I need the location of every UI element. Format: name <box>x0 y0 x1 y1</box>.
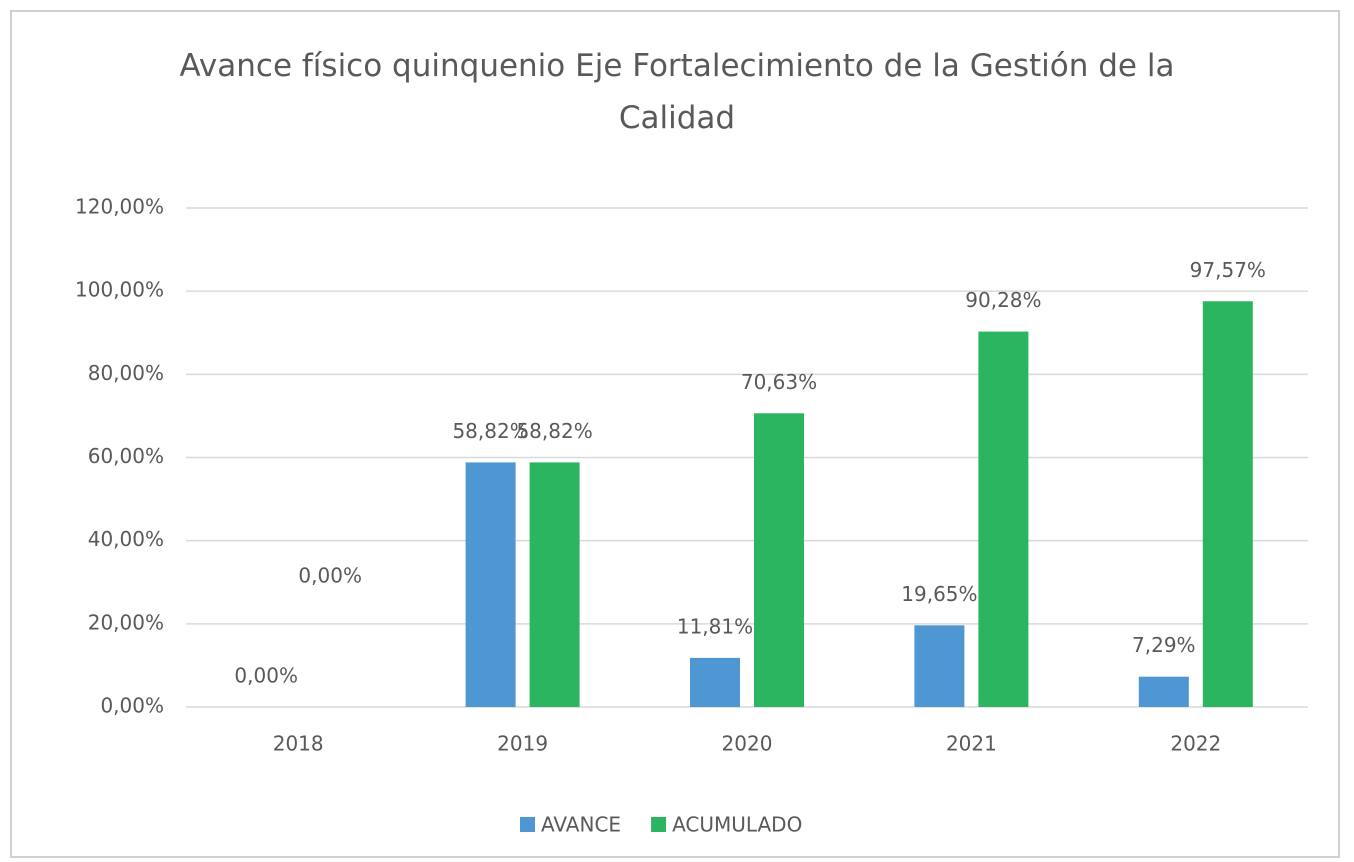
y-tick-label: 0,00% <box>100 694 164 718</box>
data-label: 90,28% <box>965 288 1041 312</box>
legend-swatch <box>651 817 667 832</box>
x-tick-label: 2022 <box>1170 732 1221 756</box>
data-label: 0,00% <box>234 664 298 688</box>
data-label: 7,29% <box>1132 633 1196 657</box>
bar <box>465 462 516 707</box>
y-tick-label: 120,00% <box>75 195 164 219</box>
y-tick-label: 40,00% <box>88 527 164 551</box>
x-tick-label: 2020 <box>722 732 773 756</box>
bar <box>1138 676 1189 707</box>
y-tick-label: 60,00% <box>88 444 164 468</box>
x-tick-label: 2018 <box>273 732 324 756</box>
bar <box>754 413 804 707</box>
data-label: 58,82% <box>452 419 528 443</box>
chart-title: Avance físico quinquenio Eje Fortalecimi… <box>179 48 1175 136</box>
legend-label: AVANCE <box>541 813 621 837</box>
bar <box>1202 301 1253 707</box>
y-tick-label: 80,00% <box>88 361 164 385</box>
data-label: 97,57% <box>1190 258 1266 282</box>
y-tick-label: 100,00% <box>75 278 164 302</box>
data-label: 58,82% <box>516 419 592 443</box>
y-tick-label: 20,00% <box>88 610 164 634</box>
x-tick-label: 2019 <box>497 732 548 756</box>
bar <box>690 657 740 707</box>
x-tick-label: 2021 <box>946 732 997 756</box>
data-label: 19,65% <box>901 582 977 606</box>
data-label: 70,63% <box>741 370 817 394</box>
data-label: 11,81% <box>677 614 753 638</box>
data-label: 0,00% <box>298 564 362 588</box>
bar <box>914 625 965 707</box>
bar <box>529 462 580 707</box>
legend-swatch <box>520 817 535 832</box>
legend-label: ACUMULADO <box>672 813 802 837</box>
bar <box>978 331 1029 707</box>
chart-frame <box>10 10 1340 858</box>
